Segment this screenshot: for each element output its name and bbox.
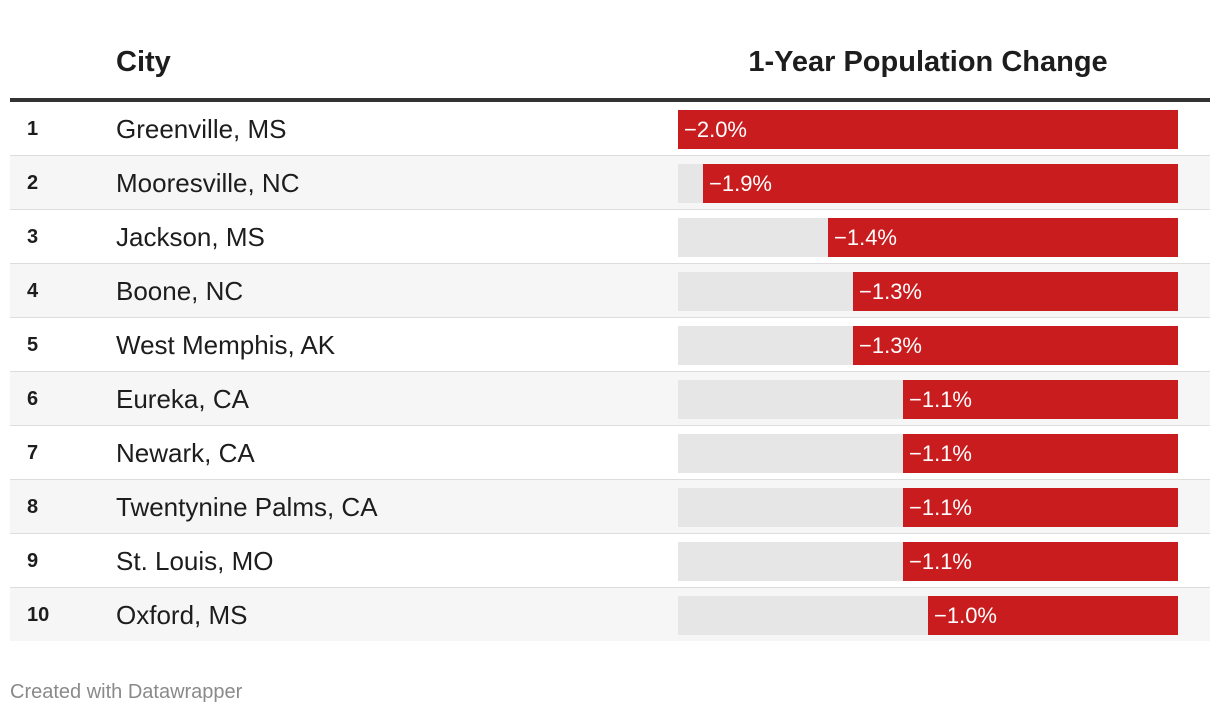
bar: −1.3%: [853, 272, 1178, 311]
bar: −2.0%: [678, 110, 1178, 149]
row-city: Oxford, MS: [116, 600, 248, 630]
row-city: Greenville, MS: [116, 114, 287, 144]
header-population-change[interactable]: 1-Year Population Change: [748, 46, 1108, 78]
ranking-table: City 1-Year Population Change 1 Greenvill…: [10, 0, 1210, 641]
bar-track: −1.3%: [678, 272, 1178, 311]
bar-value-label: −1.1%: [909, 441, 972, 466]
row-city: Twentynine Palms, CA: [116, 492, 378, 522]
row-city: St. Louis, MO: [116, 546, 274, 576]
row-rank: 10: [27, 604, 50, 626]
row-rank: 8: [27, 496, 39, 518]
row-city: Mooresville, NC: [116, 168, 300, 198]
table-row: 8 Twentynine Palms, CA −1.1%: [10, 480, 1210, 534]
bar-value-label: −1.1%: [909, 495, 972, 520]
bar-track: −1.1%: [678, 380, 1178, 419]
row-rank: 3: [27, 226, 39, 248]
bar-track: −1.1%: [678, 542, 1178, 581]
bar: −1.1%: [903, 542, 1178, 581]
row-rank: 2: [27, 172, 39, 194]
row-rank: 6: [27, 388, 39, 410]
table-row: 6 Eureka, CA −1.1%: [10, 372, 1210, 426]
row-rank: 5: [27, 334, 39, 356]
bar: −1.9%: [703, 164, 1178, 203]
table-row: 10 Oxford, MS −1.0%: [10, 588, 1210, 641]
table-row: 4 Boone, NC −1.3%: [10, 264, 1210, 318]
bar-value-label: −1.3%: [859, 333, 922, 358]
bar: −1.4%: [828, 218, 1178, 257]
row-rank: 9: [27, 550, 39, 572]
table-header: City 1-Year Population Change: [10, 0, 1210, 102]
table-row: 1 Greenville, MS −2.0%: [10, 102, 1210, 156]
bar-track: −1.1%: [678, 488, 1178, 527]
table-row: 7 Newark, CA −1.1%: [10, 426, 1210, 480]
bar-value-label: −1.4%: [834, 225, 897, 250]
row-rank: 7: [27, 442, 39, 464]
header-city[interactable]: City: [116, 46, 171, 78]
bar-value-label: −1.0%: [934, 603, 997, 628]
bar: −1.0%: [928, 596, 1178, 635]
row-city: Newark, CA: [116, 438, 255, 468]
bar-track: −2.0%: [678, 110, 1178, 149]
table-body: 1 Greenville, MS −2.0% 2 Mooresville, NC −1.9…: [10, 102, 1210, 641]
bar-track: −1.4%: [678, 218, 1178, 257]
bar: −1.1%: [903, 488, 1178, 527]
table-row: 2 Mooresville, NC −1.9%: [10, 156, 1210, 210]
row-city: Boone, NC: [116, 276, 244, 306]
bar-track: −1.9%: [678, 164, 1178, 203]
bar-track: −1.0%: [678, 596, 1178, 635]
table-row: 5 West Memphis, AK −1.3%: [10, 318, 1210, 372]
datawrapper-credit[interactable]: Created with Datawrapper: [10, 681, 243, 703]
bar: −1.1%: [903, 380, 1178, 419]
bar-value-label: −2.0%: [684, 117, 747, 142]
row-city: West Memphis, AK: [116, 330, 336, 360]
bar: −1.1%: [903, 434, 1178, 473]
bar: −1.3%: [853, 326, 1178, 365]
row-city: Eureka, CA: [116, 384, 249, 414]
table-row: 3 Jackson, MS −1.4%: [10, 210, 1210, 264]
row-city: Jackson, MS: [116, 222, 265, 252]
bar-value-label: −1.1%: [909, 549, 972, 574]
bar-value-label: −1.1%: [909, 387, 972, 412]
row-rank: 1: [27, 118, 39, 140]
bar-value-label: −1.9%: [709, 171, 772, 196]
row-rank: 4: [27, 280, 39, 302]
bar-value-label: −1.3%: [859, 279, 922, 304]
bar-track: −1.3%: [678, 326, 1178, 365]
table-row: 9 St. Louis, MO −1.1%: [10, 534, 1210, 588]
bar-track: −1.1%: [678, 434, 1178, 473]
